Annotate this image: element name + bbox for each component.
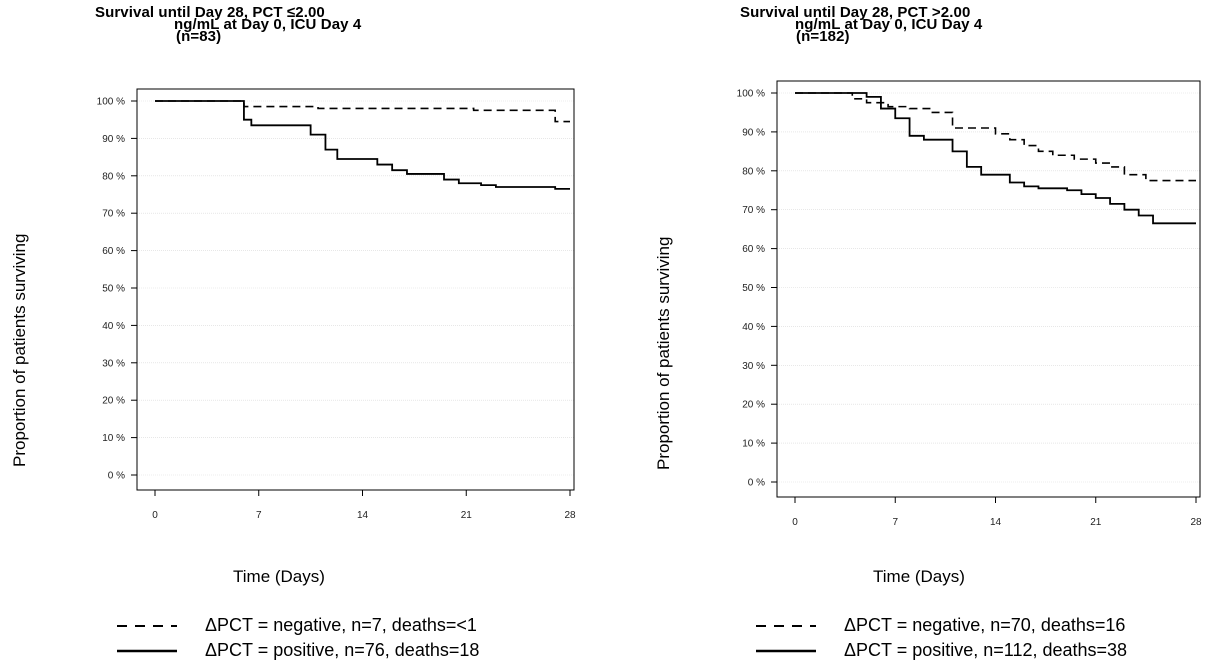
series-line-solid (795, 92, 1196, 225)
legend-label: ΔPCT = positive, n=76, deaths=18 (205, 640, 480, 660)
x-tick-label: 0 (792, 517, 798, 528)
y-tick-label: 80 % (102, 171, 125, 182)
y-tick-label: 0 % (108, 471, 125, 482)
chart-title-line-1: Survival until Day 28, PCT >2.00 (740, 4, 971, 21)
y-tick-label: 80 % (742, 166, 765, 177)
legend-swatch-solid (117, 649, 177, 652)
x-axis-label: Time (Days) (873, 567, 965, 586)
y-tick-label: 70 % (742, 205, 765, 216)
y-tick-label: 10 % (742, 439, 765, 450)
y-tick-label: 100 % (737, 89, 765, 100)
chart-title-line-2: ng/mL at Day 0, ICU Day 4 (795, 16, 983, 33)
y-tick-label: 60 % (102, 246, 125, 257)
x-tick-label: 14 (990, 517, 1002, 528)
y-tick-label: 90 % (102, 134, 125, 145)
chart-title-line-2: ng/mL at Day 0, ICU Day 4 (174, 16, 362, 33)
chart-panel-left: Survival until Day 28, PCT ≤2.00 ng/mL a… (0, 0, 600, 666)
chart-title-line-3: (n=182) (796, 28, 850, 45)
legend-label: ΔPCT = positive, n=112, deaths=38 (844, 640, 1128, 660)
y-tick-label: 40 % (102, 321, 125, 332)
x-tick-label: 14 (357, 510, 369, 521)
x-tick-label: 7 (256, 510, 262, 521)
series-line-dashed (155, 100, 570, 123)
y-tick-label: 50 % (742, 283, 765, 294)
x-tick-label: 21 (461, 510, 473, 521)
y-tick-label: 60 % (742, 244, 765, 255)
legend-label: ΔPCT = negative, n=70, deaths=16 (844, 615, 1126, 635)
legend-label: ΔPCT = negative, n=7, deaths=<1 (205, 615, 477, 635)
x-axis-label: Time (Days) (233, 567, 325, 586)
chart-title: Survival until Day 28, PCT >2.00 ng/mL a… (740, 4, 983, 45)
x-tick-label: 28 (1190, 517, 1202, 528)
legend-item-dashed: ΔPCT = negative, n=70, deaths=16 (756, 615, 1125, 636)
chart-title: Survival until Day 28, PCT ≤2.00 ng/mL a… (95, 4, 362, 45)
x-tick-label: 28 (564, 510, 576, 521)
y-tick-label: 20 % (742, 400, 765, 411)
y-tick-label: 20 % (102, 396, 125, 407)
legend-swatch-dashed (756, 624, 816, 627)
y-tick-label: 100 % (97, 97, 125, 108)
plot-frame (776, 80, 1201, 498)
y-tick-label: 50 % (102, 284, 125, 295)
y-tick-label: 30 % (742, 361, 765, 372)
survival-plot-right: 0 % 10 % 20 % 30 % 40 % 50 % 60 % 70 % 80 % 90 % 1… (737, 80, 1202, 528)
y-tick-label: 0 % (748, 478, 765, 489)
chart-panel-right: Survival until Day 28, PCT >2.00 ng/mL a… (640, 0, 1213, 666)
legend-item-solid: ΔPCT = positive, n=76, deaths=18 (117, 640, 479, 661)
x-tick-label: 7 (892, 517, 898, 528)
legend-swatch-solid (756, 649, 816, 652)
chart-title-line-1: Survival until Day 28, PCT ≤2.00 (95, 4, 325, 21)
y-tick-label: 70 % (102, 209, 125, 220)
x-tick-label: 0 (152, 510, 158, 521)
y-tick-label: 10 % (102, 433, 125, 444)
plot-frame (136, 88, 575, 491)
series-line-solid (155, 100, 570, 190)
x-tick-label: 21 (1090, 517, 1102, 528)
chart-title-line-3: (n=83) (176, 28, 222, 45)
survival-plot-left: 0 % 10 % 20 % 30 % 40 % 50 % 60 % 70 % 80 % 90 % 1… (97, 88, 576, 521)
y-tick-label: 90 % (742, 127, 765, 138)
y-tick-label: 40 % (742, 322, 765, 333)
legend-swatch-dashed (117, 624, 177, 627)
y-tick-label: 30 % (102, 358, 125, 369)
legend-item-solid: ΔPCT = positive, n=112, deaths=38 (756, 640, 1127, 661)
series-line-dashed (795, 92, 1196, 182)
legend-item-dashed: ΔPCT = negative, n=7, deaths=<1 (117, 615, 477, 636)
